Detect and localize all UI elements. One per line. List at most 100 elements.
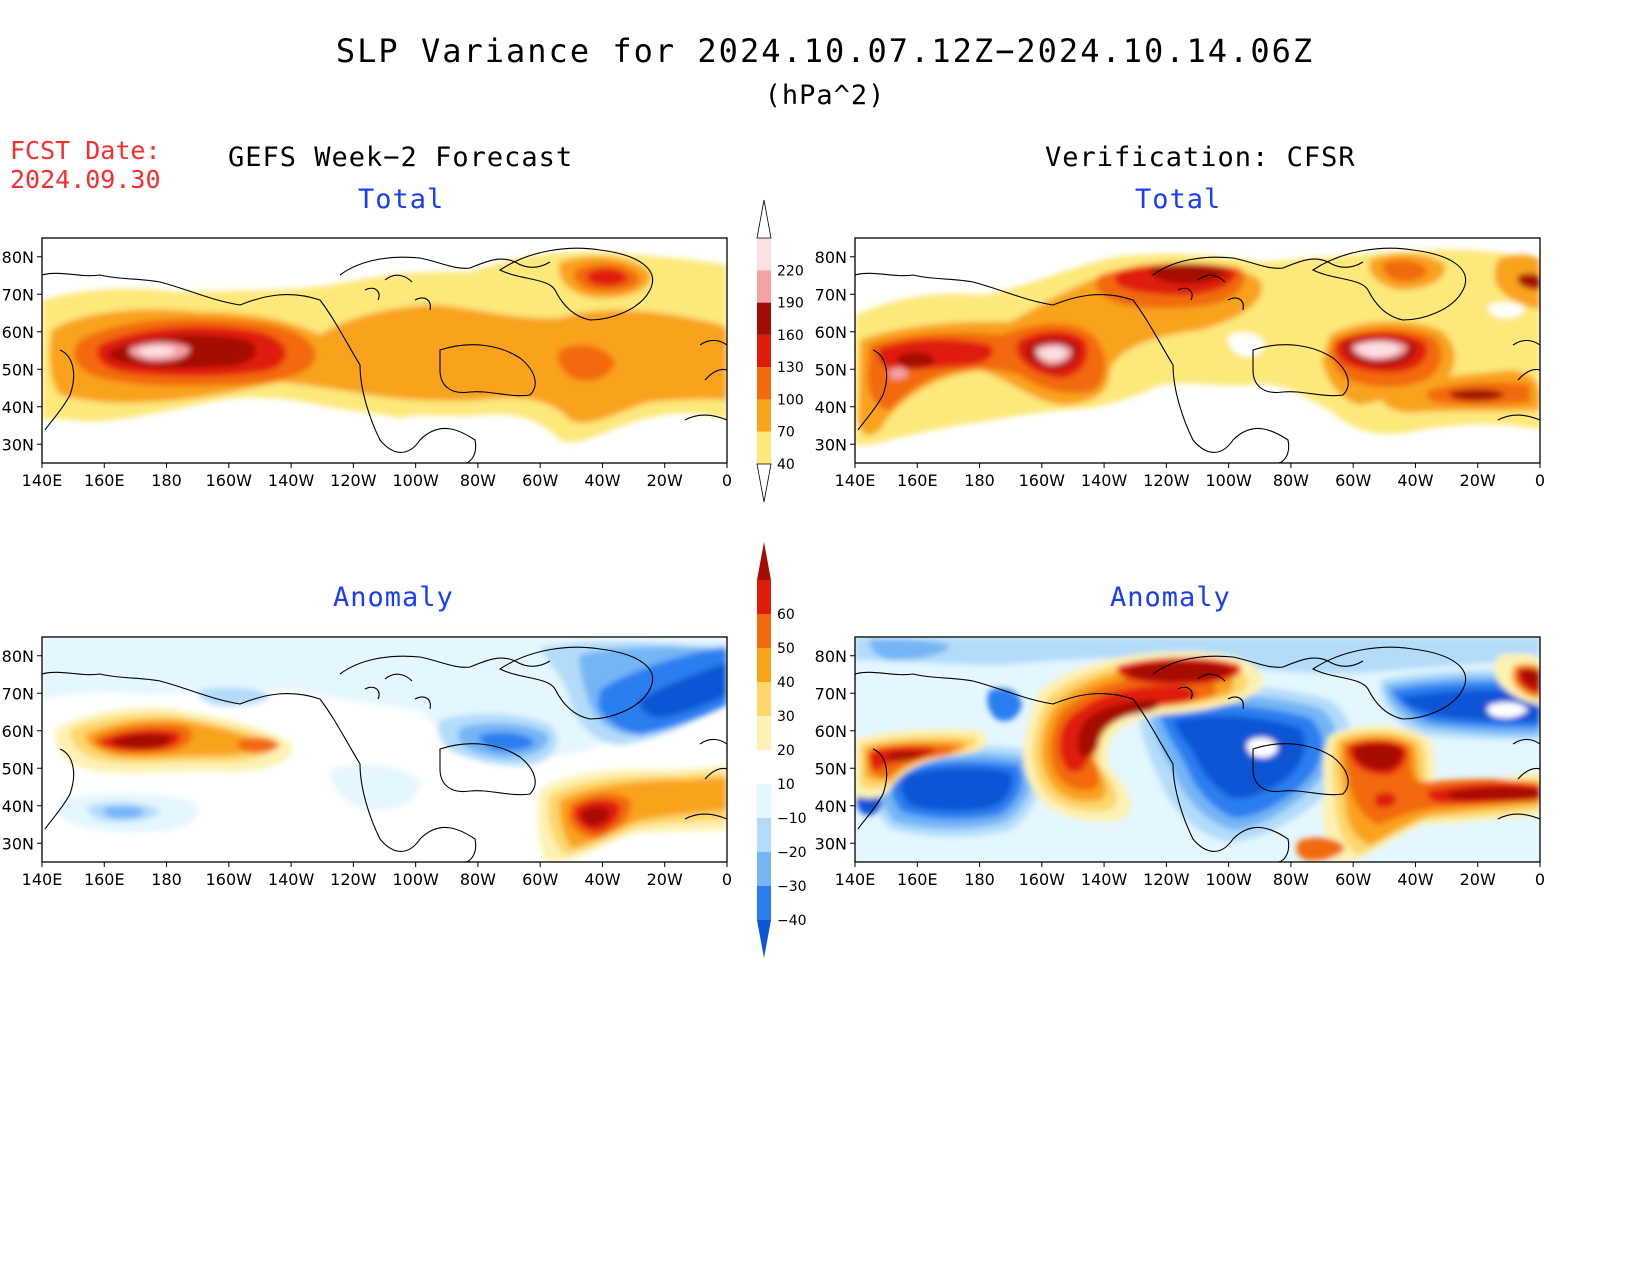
gefs-anomaly-x-tick-label: 140E: [22, 870, 63, 889]
cfsr-anomaly-y-tick-label: 30N: [815, 834, 847, 853]
cfsr-total-x-tick-label: 180: [964, 471, 995, 490]
anomaly-colorbar-swatch: [757, 818, 771, 852]
gefs-total-axis-ticks: 140E 160E 180 160W 140W 120W 100W 80W 60W 40W 20W 0…: [2, 248, 732, 490]
fcst-date: 2024.09.30: [10, 165, 161, 194]
gefs-anomaly-y-tick-label: 50N: [2, 759, 34, 778]
map-panel-gefs-anomaly: 140E 160E 180 160W 140W 120W 100W 80W 60W 40W 20W 0…: [2, 636, 732, 889]
anomaly-colorbar-bottom-arrow: [757, 920, 771, 958]
gefs-total-y-tick-label: 60N: [2, 323, 34, 342]
colorbar-total: 40 70 100 130 160 190 220: [756, 199, 804, 503]
cfsr-anomaly-x-tick-label: 0: [1535, 870, 1545, 889]
gefs-anomaly-x-tick-label: 100W: [392, 870, 439, 889]
gefs-total-x-tick-label: 100W: [392, 471, 439, 490]
total-colorbar-swatch: [757, 431, 771, 464]
anomaly-colorbar-label: 20: [777, 743, 795, 759]
cfsr-anomaly-x-tick-label: 60W: [1335, 870, 1371, 889]
units-label: (hPa^2): [764, 80, 886, 111]
gefs-total-x-tick-label: 160W: [206, 471, 253, 490]
gefs-anomaly-x-tick-label: 160W: [206, 870, 253, 889]
anomaly-colorbar-swatch: [757, 682, 771, 716]
gefs-anomaly-x-tick-label: 80W: [460, 870, 496, 889]
cfsr-anomaly-y-tick-label: 40N: [815, 797, 847, 816]
gefs-total-coastlines: [42, 247, 727, 463]
total-colorbar-swatch: [757, 399, 771, 432]
gefs-total-y-tick-label: 80N: [2, 248, 34, 267]
gefs-anomaly-y-tick-label: 70N: [2, 684, 34, 703]
gefs-total-x-tick-label: 0: [722, 471, 732, 490]
gefs-total-x-tick-label: 140W: [268, 471, 315, 490]
anomaly-colorbar-label: 30: [777, 709, 795, 725]
cfsr-anomaly-x-tick-label: 20W: [1460, 870, 1496, 889]
anomaly-colorbar-swatch: [757, 716, 771, 750]
anomaly-colorbar-label: −10: [777, 811, 807, 827]
cfsr-anomaly-x-tick-label: 160E: [897, 870, 938, 889]
total-colorbar-swatch: [757, 367, 771, 400]
anomaly-colorbar-label: 50: [777, 641, 795, 657]
cfsr-anomaly-x-tick-label: 140E: [835, 870, 876, 889]
cfsr-anomaly-x-tick-label: 140W: [1081, 870, 1128, 889]
cfsr-anomaly-y-tick-label: 70N: [815, 684, 847, 703]
gefs-total-x-tick-label: 180: [151, 471, 182, 490]
gefs-anomaly-x-tick-label: 160E: [84, 870, 125, 889]
cfsr-total-y-tick-label: 30N: [815, 435, 847, 454]
cfsr-anomaly-x-tick-label: 180: [964, 870, 995, 889]
right-column-title: Verification: CFSR: [1045, 142, 1356, 173]
total-colorbar-label: 160: [777, 328, 804, 344]
gefs-anomaly-y-tick-label: 60N: [2, 722, 34, 741]
cfsr-total-y-tick-label: 40N: [815, 398, 847, 417]
cfsr-anomaly-field: [855, 637, 1540, 862]
cfsr-total-x-tick-label: 0: [1535, 471, 1545, 490]
gefs-anomaly-x-tick-label: 0: [722, 870, 732, 889]
gefs-total-y-tick-label: 70N: [2, 285, 34, 304]
cfsr-total-x-tick-label: 120W: [1143, 471, 1190, 490]
anomaly-colorbar-swatch: [757, 852, 771, 886]
anomaly-colorbar-label: 10: [777, 777, 795, 793]
cfsr-anomaly-y-tick-label: 80N: [815, 647, 847, 666]
cfsr-anomaly-coastlines: [855, 646, 1540, 862]
gefs-anomaly-x-tick-label: 120W: [330, 870, 377, 889]
anomaly-colorbar-label: −40: [777, 913, 807, 929]
cfsr-total-x-tick-label: 40W: [1397, 471, 1433, 490]
anomaly-colorbar-label: −20: [777, 845, 807, 861]
panel-title-cfsr-total: Total: [1135, 184, 1222, 215]
fcst-label: FCST Date:: [10, 136, 161, 165]
gefs-total-y-tick-label: 40N: [2, 398, 34, 417]
total-colorbar-swatch: [757, 270, 771, 303]
panel-title-gefs-total: Total: [358, 184, 445, 215]
gefs-total-x-tick-label: 20W: [647, 471, 683, 490]
cfsr-anomaly-x-tick-label: 160W: [1019, 870, 1066, 889]
total-colorbar-label: 190: [777, 296, 804, 312]
total-colorbar-label: 130: [777, 360, 804, 376]
gefs-anomaly-x-tick-label: 140W: [268, 870, 315, 889]
cfsr-total-x-tick-label: 160W: [1019, 471, 1066, 490]
cfsr-total-field: [855, 238, 1540, 463]
panel-title-cfsr-anomaly: Anomaly: [1110, 582, 1231, 613]
gefs-total-x-tick-label: 40W: [584, 471, 620, 490]
gefs-total-x-tick-label: 160E: [84, 471, 125, 490]
gefs-total-x-tick-label: 120W: [330, 471, 377, 490]
map-panel-cfsr-anomaly: 140E 160E 180 160W 140W 120W 100W 80W 60W 40W 20W 0…: [815, 636, 1545, 889]
gefs-total-frame: [41, 237, 728, 464]
gefs-total-x-tick-label: 60W: [522, 471, 558, 490]
map-panel-gefs-total: 140E 160E 180 160W 140W 120W 100W 80W 60W 40W 20W 0…: [2, 237, 732, 490]
cfsr-anomaly-x-tick-label: 80W: [1273, 870, 1309, 889]
anomaly-colorbar-label: 60: [777, 607, 795, 623]
cfsr-anomaly-axis-ticks: 140E 160E 180 160W 140W 120W 100W 80W 60W 40W 20W 0…: [815, 647, 1545, 889]
cfsr-total-x-tick-label: 80W: [1273, 471, 1309, 490]
gefs-anomaly-field: [42, 637, 727, 862]
cfsr-total-x-tick-label: 140E: [835, 471, 876, 490]
cfsr-total-y-tick-label: 80N: [815, 248, 847, 267]
cfsr-total-y-tick-label: 60N: [815, 323, 847, 342]
gefs-total-field: [42, 238, 727, 463]
cfsr-total-y-tick-label: 70N: [815, 285, 847, 304]
anomaly-colorbar-label: −30: [777, 879, 807, 895]
cfsr-total-x-tick-label: 140W: [1081, 471, 1128, 490]
anomaly-colorbar-swatch: [757, 648, 771, 682]
panel-title-gefs-anomaly: Anomaly: [333, 582, 454, 613]
anomaly-colorbar-swatch: [757, 886, 771, 920]
gefs-anomaly-y-tick-label: 80N: [2, 647, 34, 666]
gefs-anomaly-x-tick-label: 180: [151, 870, 182, 889]
cfsr-anomaly-x-tick-label: 100W: [1205, 870, 1252, 889]
map-panel-cfsr-total: 140E 160E 180 160W 140W 120W 100W 80W 60W 40W 20W 0…: [815, 237, 1545, 490]
